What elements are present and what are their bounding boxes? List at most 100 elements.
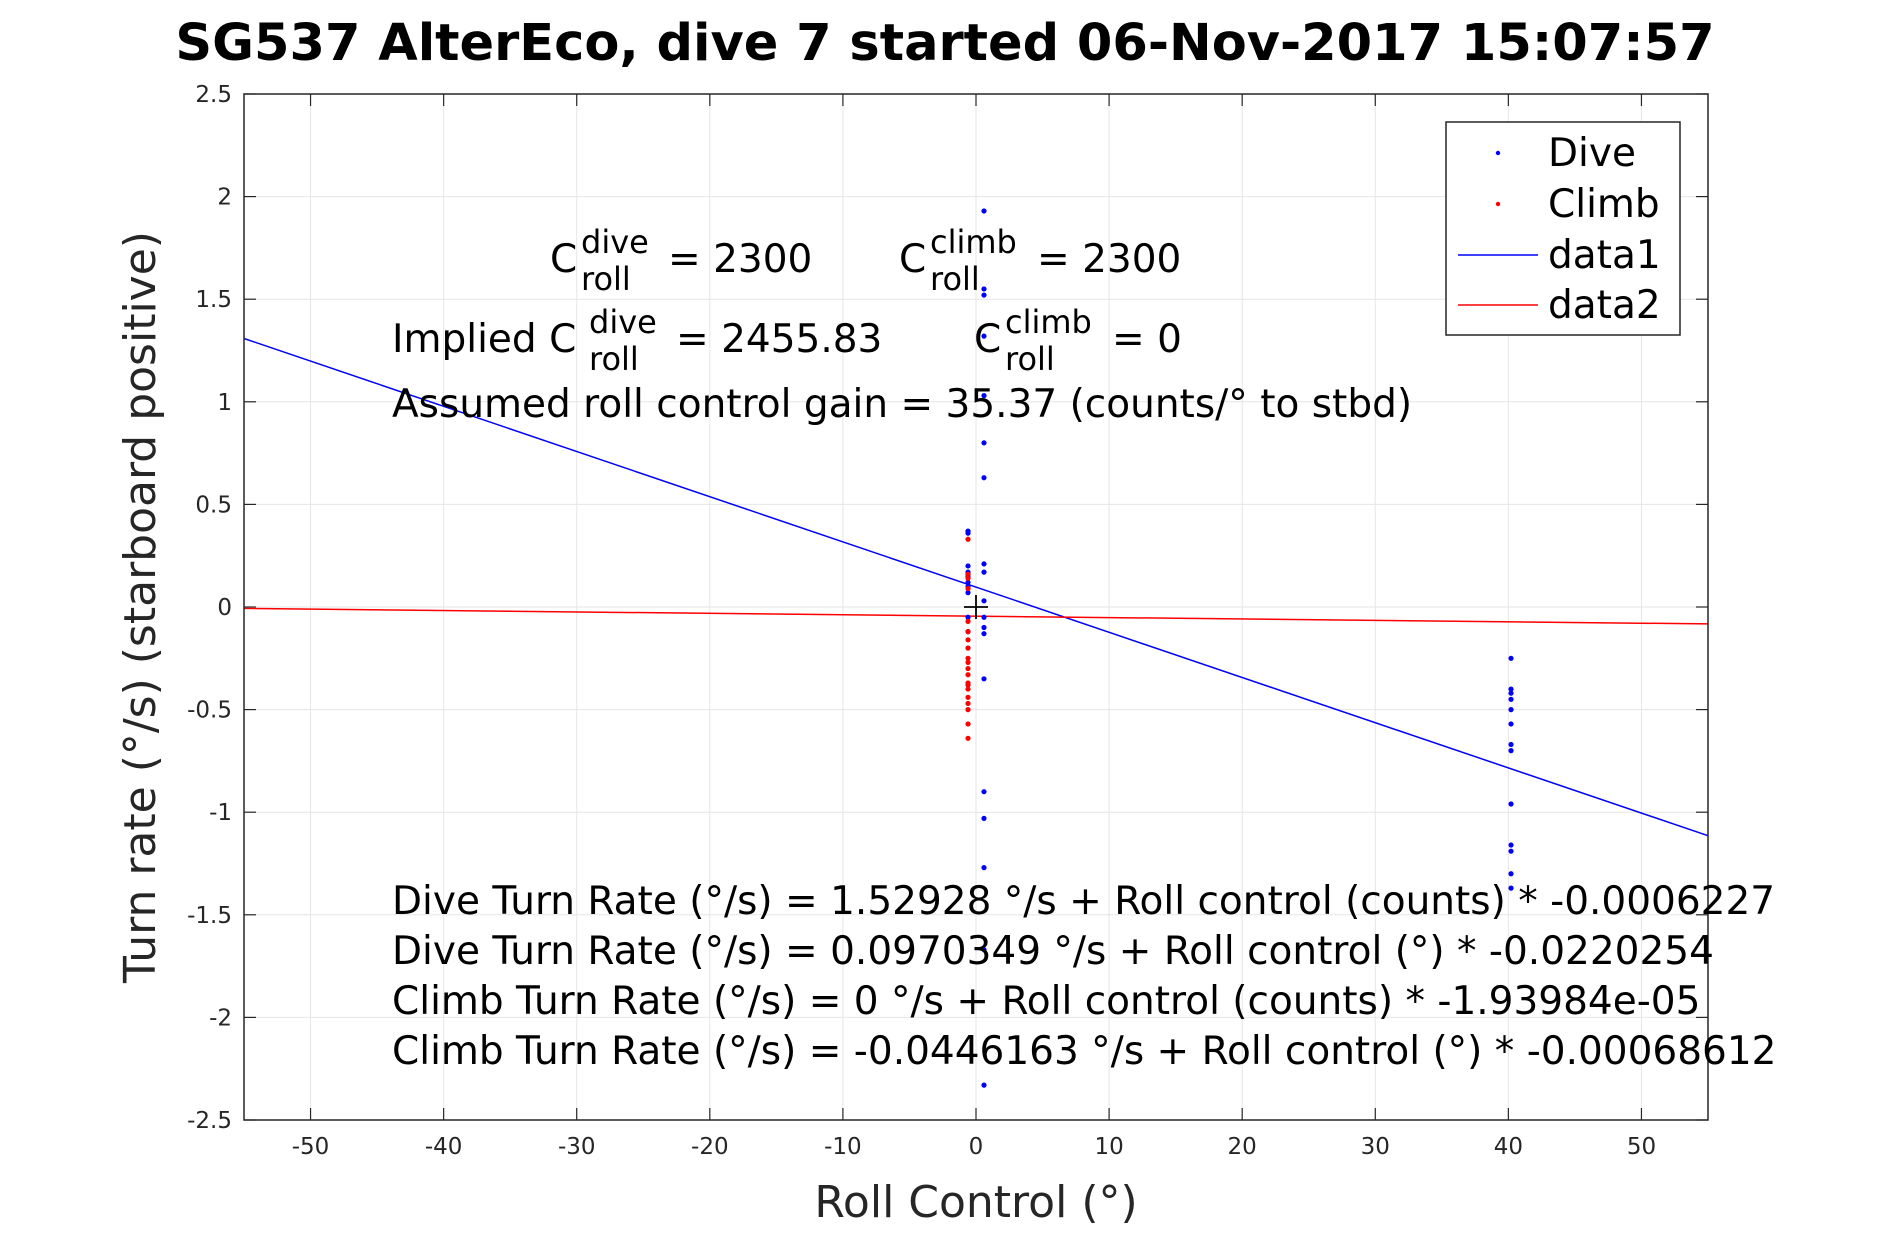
plot-frame: [243, 93, 1709, 1121]
svg-text:Implied C: Implied C: [392, 317, 576, 362]
fit-equation: Climb Turn Rate (°/s) = -0.0446163 °/s +…: [392, 1029, 1776, 1074]
data-point-dive: [1508, 707, 1514, 713]
y-tick-label: 1: [217, 390, 232, 416]
x-axis-label: Roll Control (°): [814, 1177, 1137, 1228]
data-point-dive: [981, 333, 987, 339]
data-point-dive: [1508, 885, 1514, 891]
data-point-climb: [965, 629, 971, 635]
fit-equation: Climb Turn Rate (°/s) = 0 °/s + Roll con…: [392, 979, 1700, 1024]
legend: Dive Climb data1 data2: [1445, 121, 1681, 336]
data-point-climb: [965, 707, 971, 713]
data-point-dive: [981, 947, 987, 953]
annotation-c-climb: C climb roll = 2300: [899, 223, 1181, 298]
y-tick-label: -2.5: [187, 1108, 232, 1134]
y-tick-label: -0.5: [187, 698, 232, 724]
data-point-dive: [981, 789, 987, 795]
y-tick-label: 2: [217, 185, 232, 211]
data-point-dive: [981, 475, 987, 481]
data-point-dive: [965, 614, 971, 620]
legend-label-data2: data2: [1548, 283, 1661, 328]
data-point-dive: [981, 598, 987, 604]
data-point-dive: [1508, 748, 1514, 754]
annotation-implied-climb: C climb roll = 0: [974, 303, 1182, 378]
svg-text:roll: roll: [930, 260, 980, 298]
y-tick-label: 0: [217, 595, 232, 621]
y-tick-label: 2.5: [195, 82, 232, 108]
annotation-gain: Assumed roll control gain = 35.37 (count…: [392, 382, 1412, 427]
data-point-dive: [1508, 848, 1514, 854]
data-point-dive: [981, 440, 987, 446]
data-point-climb: [965, 700, 971, 707]
svg-text:roll: roll: [1005, 340, 1055, 378]
data-point-climb: [965, 672, 971, 678]
legend-label-data1: data1: [1548, 233, 1661, 278]
data-point-climb: [965, 618, 971, 624]
x-tick-label: -30: [558, 1134, 596, 1160]
data-point-dive: [1508, 686, 1514, 692]
svg-text:C: C: [899, 237, 926, 282]
origin-marker: [964, 595, 988, 619]
data-point-dive: [981, 393, 987, 399]
data-point-climb: [965, 735, 971, 741]
data-point-dive: [981, 286, 987, 292]
data-point-dive: [981, 815, 987, 821]
data-point-dive: [1508, 696, 1514, 702]
data-point-climb: [965, 665, 971, 672]
x-tick-label: -40: [425, 1134, 463, 1160]
data-point-climb: [965, 686, 971, 692]
svg-text:climb: climb: [930, 223, 1017, 261]
data-point-climb: [965, 721, 971, 727]
x-tick-label: 40: [1494, 1134, 1523, 1160]
data-point-climb: [965, 571, 971, 577]
svg-text:roll: roll: [589, 340, 639, 378]
data-point-climb: [965, 637, 971, 643]
y-tick-label: -2: [209, 1005, 232, 1031]
x-tick-label: 10: [1094, 1134, 1123, 1160]
data-point-climb: [965, 682, 971, 688]
x-tick-label: -10: [824, 1134, 862, 1160]
data-point-dive: [1508, 741, 1514, 748]
data-point-dive: [1508, 655, 1514, 661]
data-point-dive: [981, 1082, 987, 1088]
data-point-dive: [981, 292, 987, 298]
data-point-dive: [1508, 690, 1514, 696]
data-point-climb: [965, 694, 971, 700]
data-point-dive: [965, 579, 971, 585]
x-tick-label: 20: [1228, 1134, 1257, 1160]
data-point-dive: [1508, 842, 1514, 848]
fit-equations: Dive Turn Rate (°/s) = 1.52928 °/s + Rol…: [392, 879, 1776, 1074]
svg-text:= 2300: = 2300: [1037, 237, 1181, 282]
data-points: [965, 208, 1514, 1088]
data-point-climb: [965, 575, 971, 581]
y-tick-label: -1.5: [187, 903, 232, 929]
x-tick-label: 0: [969, 1134, 984, 1160]
legend-marker-climb: [1495, 201, 1501, 207]
svg-text:C: C: [550, 237, 577, 282]
svg-text:climb: climb: [1005, 303, 1092, 341]
data-point-dive: [981, 624, 987, 631]
data-point-dive: [981, 561, 987, 567]
data-point-climb: [965, 585, 971, 592]
fit-equation: Dive Turn Rate (°/s) = 1.52928 °/s + Rol…: [392, 879, 1775, 924]
legend-marker-dive: [1495, 150, 1501, 156]
data-point-dive: [965, 563, 971, 569]
annotation-implied-dive: Implied C dive roll = 2455.83: [392, 303, 882, 378]
data-point-climb: [965, 536, 971, 542]
svg-text:dive: dive: [589, 303, 657, 341]
data-point-dive: [981, 208, 987, 214]
data-point-dive: [981, 865, 987, 871]
legend-label-climb: Climb: [1548, 182, 1660, 227]
data-point-dive: [965, 590, 971, 596]
y-tick-label: 0.5: [195, 492, 232, 518]
x-tick-label: -20: [691, 1134, 729, 1160]
data-point-climb: [965, 659, 971, 666]
x-tick-label: 50: [1627, 1134, 1656, 1160]
x-tick-label: -50: [292, 1134, 330, 1160]
svg-text:C: C: [974, 317, 1001, 362]
svg-text:= 2300: = 2300: [668, 237, 812, 282]
chart-title: SG537 AlterEco, dive 7 started 06-Nov-20…: [175, 14, 1714, 73]
data-point-dive: [965, 530, 971, 536]
data-point-dive: [1508, 871, 1514, 877]
annotation-c-dive: C dive roll = 2300: [550, 223, 812, 298]
